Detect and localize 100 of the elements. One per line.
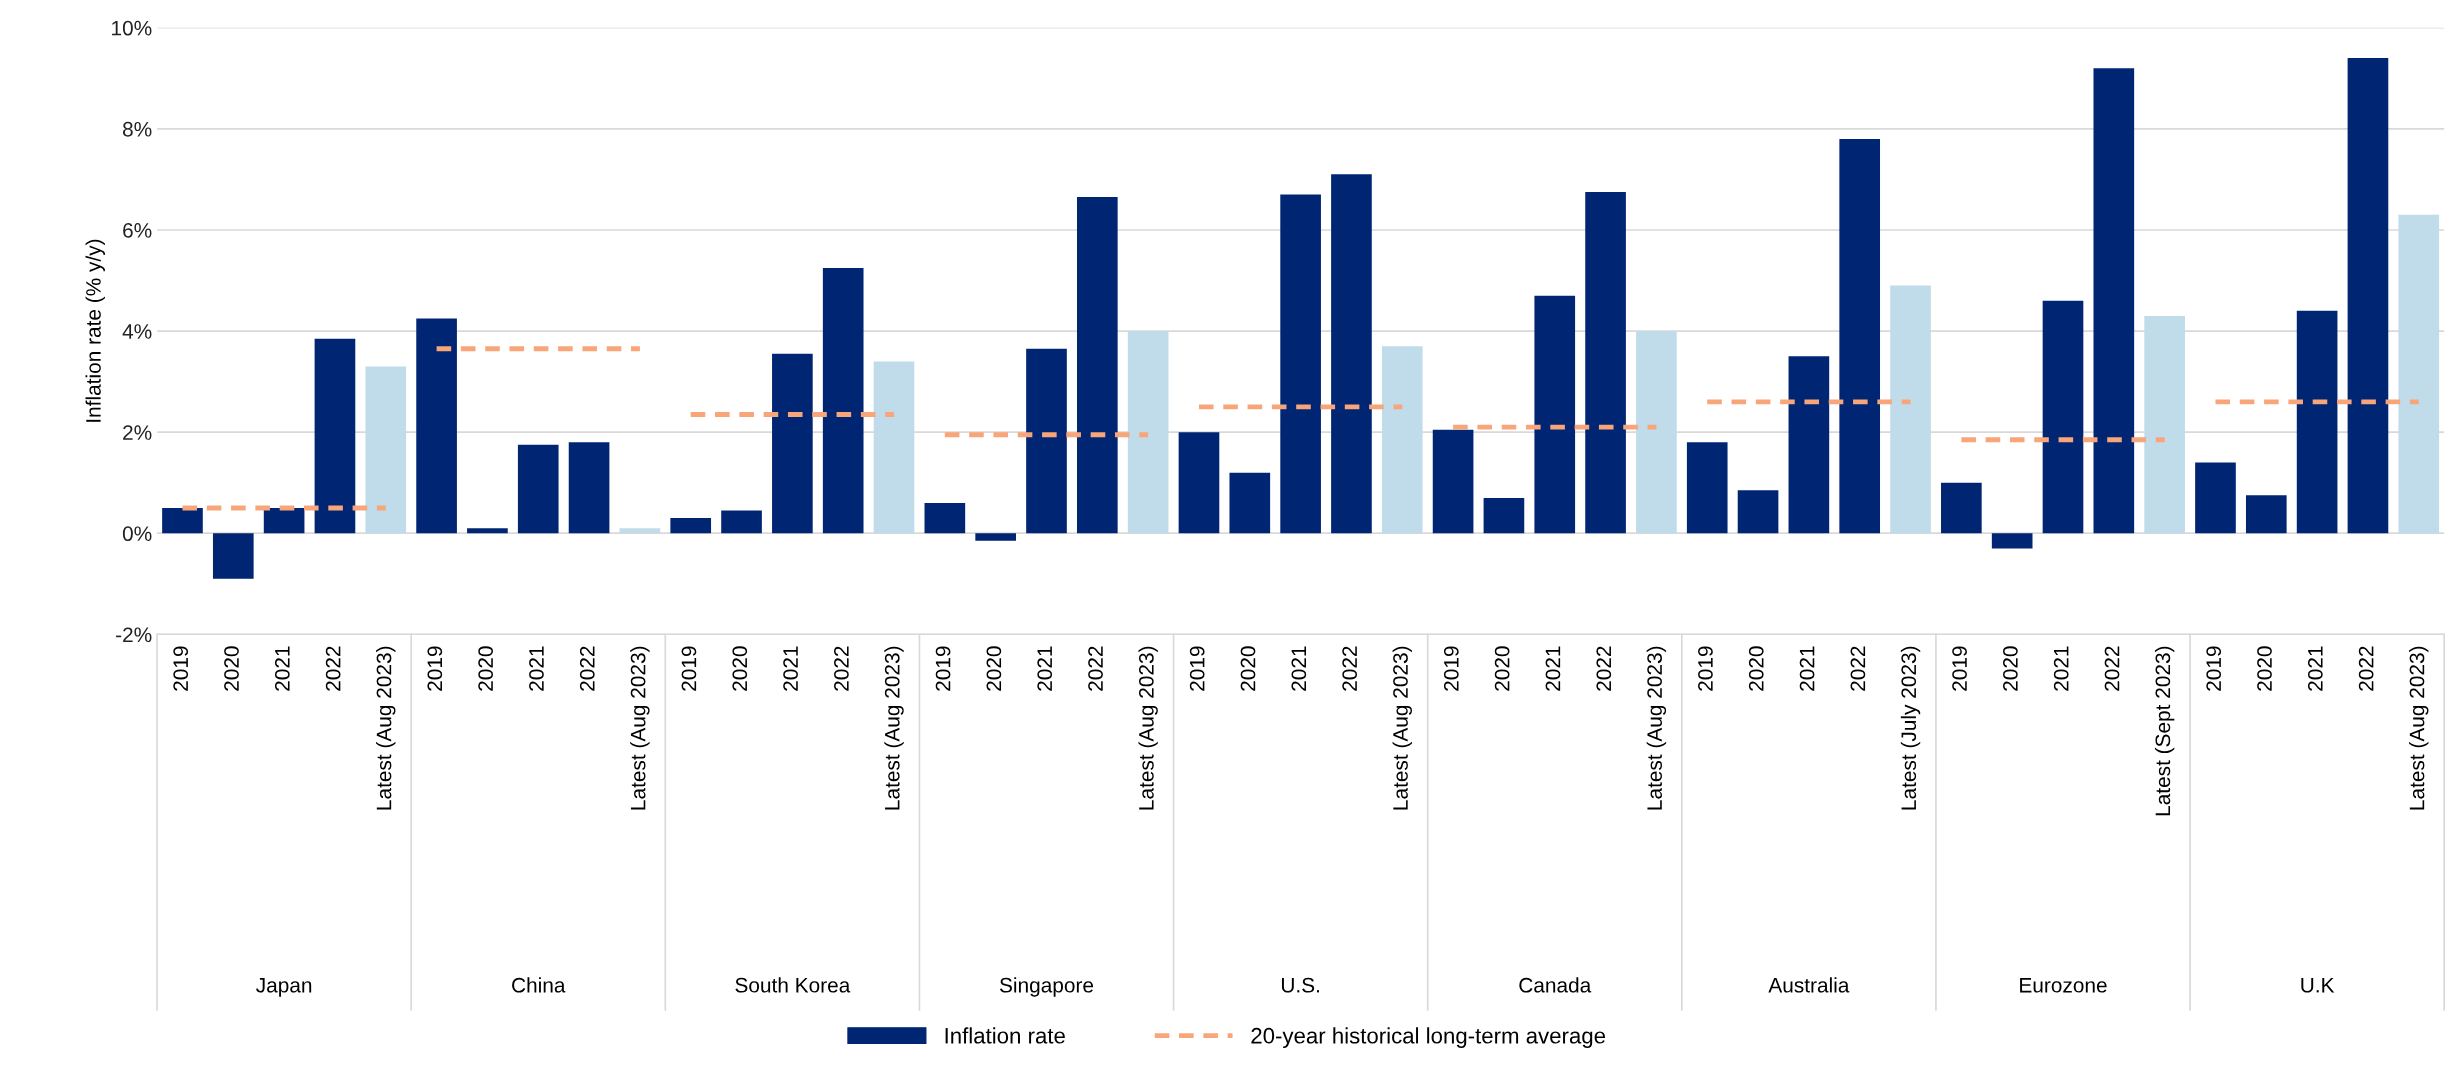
bar (1737, 490, 1779, 534)
bar (2144, 315, 2185, 534)
bar (517, 444, 559, 534)
x-tick-label: 2021 (1799, 646, 1815, 691)
bar (1483, 497, 1525, 534)
bar (1585, 192, 1626, 534)
x-tick-label: 2022 (2104, 646, 2120, 691)
x-tick-label: 2020 (1748, 646, 1764, 691)
x-tick-label: 2022 (1850, 646, 1866, 691)
bar (873, 361, 915, 534)
bar (1534, 295, 1576, 534)
text: Canada (1519, 977, 1592, 993)
legend-label: 20-year historical long-term average (1251, 1027, 1606, 1048)
x-tick-label: 2021 (1545, 646, 1561, 691)
x-tick-label: Latest (Aug 2023) (1138, 646, 1158, 810)
x-tick-label: 2022 (834, 646, 849, 691)
x-tick-label: 2022 (1088, 646, 1103, 691)
bar (2195, 462, 2236, 534)
bar (1839, 138, 1881, 534)
text: Australia (1768, 977, 1850, 993)
bar (263, 508, 305, 534)
text: China (512, 977, 566, 993)
y-tick-label: 4% (122, 324, 152, 339)
x-tick-label: 2022 (1342, 646, 1358, 691)
bar (670, 518, 712, 534)
x-tick-label: 2020 (224, 646, 239, 691)
bar (1381, 346, 1423, 534)
x-tick-label: 2022 (1596, 646, 1612, 691)
text: U.S. (1281, 977, 1319, 993)
x-tick-label: 2019 (2206, 646, 2222, 691)
x-tick-label: Latest (Aug 2023) (2409, 646, 2429, 810)
x-tick-label: Latest (Sept 2023) (2154, 646, 2175, 816)
x-tick-label: 2020 (732, 646, 748, 691)
x-tick-label: 2021 (1291, 646, 1307, 691)
x-tick-label: 2019 (1189, 646, 1205, 691)
text: Eurozone (2020, 978, 2107, 993)
bar (2245, 495, 2287, 534)
x-tick-label: Latest (Aug 2023) (630, 646, 650, 810)
y-axis-title: Inflation rate (% y/y) (85, 239, 105, 422)
bar (1127, 331, 1169, 534)
y-tick-label: 8% (122, 121, 152, 137)
x-tick-label: 2021 (274, 646, 290, 691)
bar (2042, 300, 2084, 534)
bar (1076, 197, 1118, 534)
x-tick-label: 2020 (2257, 646, 2272, 691)
bar (619, 528, 661, 534)
bar (1026, 348, 1067, 534)
x-tick-label: Latest (Aug 2023) (884, 646, 904, 810)
y-tick-label: 10% (112, 20, 152, 36)
x-tick-label: Latest (Aug 2023) (1392, 646, 1412, 810)
x-tick-label: 2020 (2003, 646, 2018, 691)
x-tick-label: 2019 (681, 646, 697, 691)
x-tick-label: 2021 (2053, 646, 2069, 691)
text: U.K (2301, 978, 2335, 993)
bar (1788, 356, 1830, 534)
y-tick-label: -2% (116, 627, 152, 643)
bar (975, 533, 1016, 541)
bar (1991, 533, 2033, 549)
text: Singapore (999, 977, 1094, 997)
bar (1941, 482, 1982, 534)
x-tick-label: Latest (Aug 2023) (1646, 646, 1667, 810)
x-tick-label: Latest (Aug 2023) (376, 646, 396, 810)
x-tick-label: 2021 (2307, 646, 2323, 691)
bar (822, 267, 864, 534)
bar (467, 528, 508, 534)
legend-label: Inflation rate (945, 1027, 1065, 1044)
bar (1178, 432, 1220, 534)
x-tick-label: 2020 (478, 646, 494, 691)
bar (314, 338, 356, 534)
bar (1331, 174, 1372, 534)
bar (162, 508, 203, 534)
x-tick-label: 2021 (1037, 646, 1053, 691)
bar (2296, 310, 2338, 534)
bar (365, 366, 407, 534)
text: Japan (256, 978, 312, 997)
bar (2093, 68, 2135, 534)
bar (1890, 285, 1931, 534)
x-tick-label: 2020 (1240, 646, 1256, 691)
bar (924, 502, 966, 534)
bar (1229, 472, 1271, 534)
bar (1686, 442, 1728, 534)
bar (1280, 194, 1321, 534)
bar (416, 318, 457, 534)
bar (212, 533, 254, 579)
x-tick-label: 2019 (427, 646, 443, 691)
x-tick-label: 2020 (986, 646, 1002, 691)
bar (2398, 214, 2440, 534)
bar (721, 510, 762, 534)
x-tick-label: 2022 (579, 646, 595, 691)
bar (772, 353, 813, 534)
text: South Korea (735, 977, 851, 993)
bar (568, 442, 610, 534)
x-tick-label: 2019 (935, 646, 951, 691)
bar (1432, 429, 1474, 534)
y-tick-label: 2% (123, 425, 152, 440)
x-tick-label: 2022 (2358, 646, 2374, 691)
y-tick-label: 0% (122, 526, 152, 542)
x-tick-label: 2021 (529, 646, 544, 691)
x-tick-label: 2019 (173, 646, 189, 691)
y-tick-label: 6% (123, 222, 152, 238)
